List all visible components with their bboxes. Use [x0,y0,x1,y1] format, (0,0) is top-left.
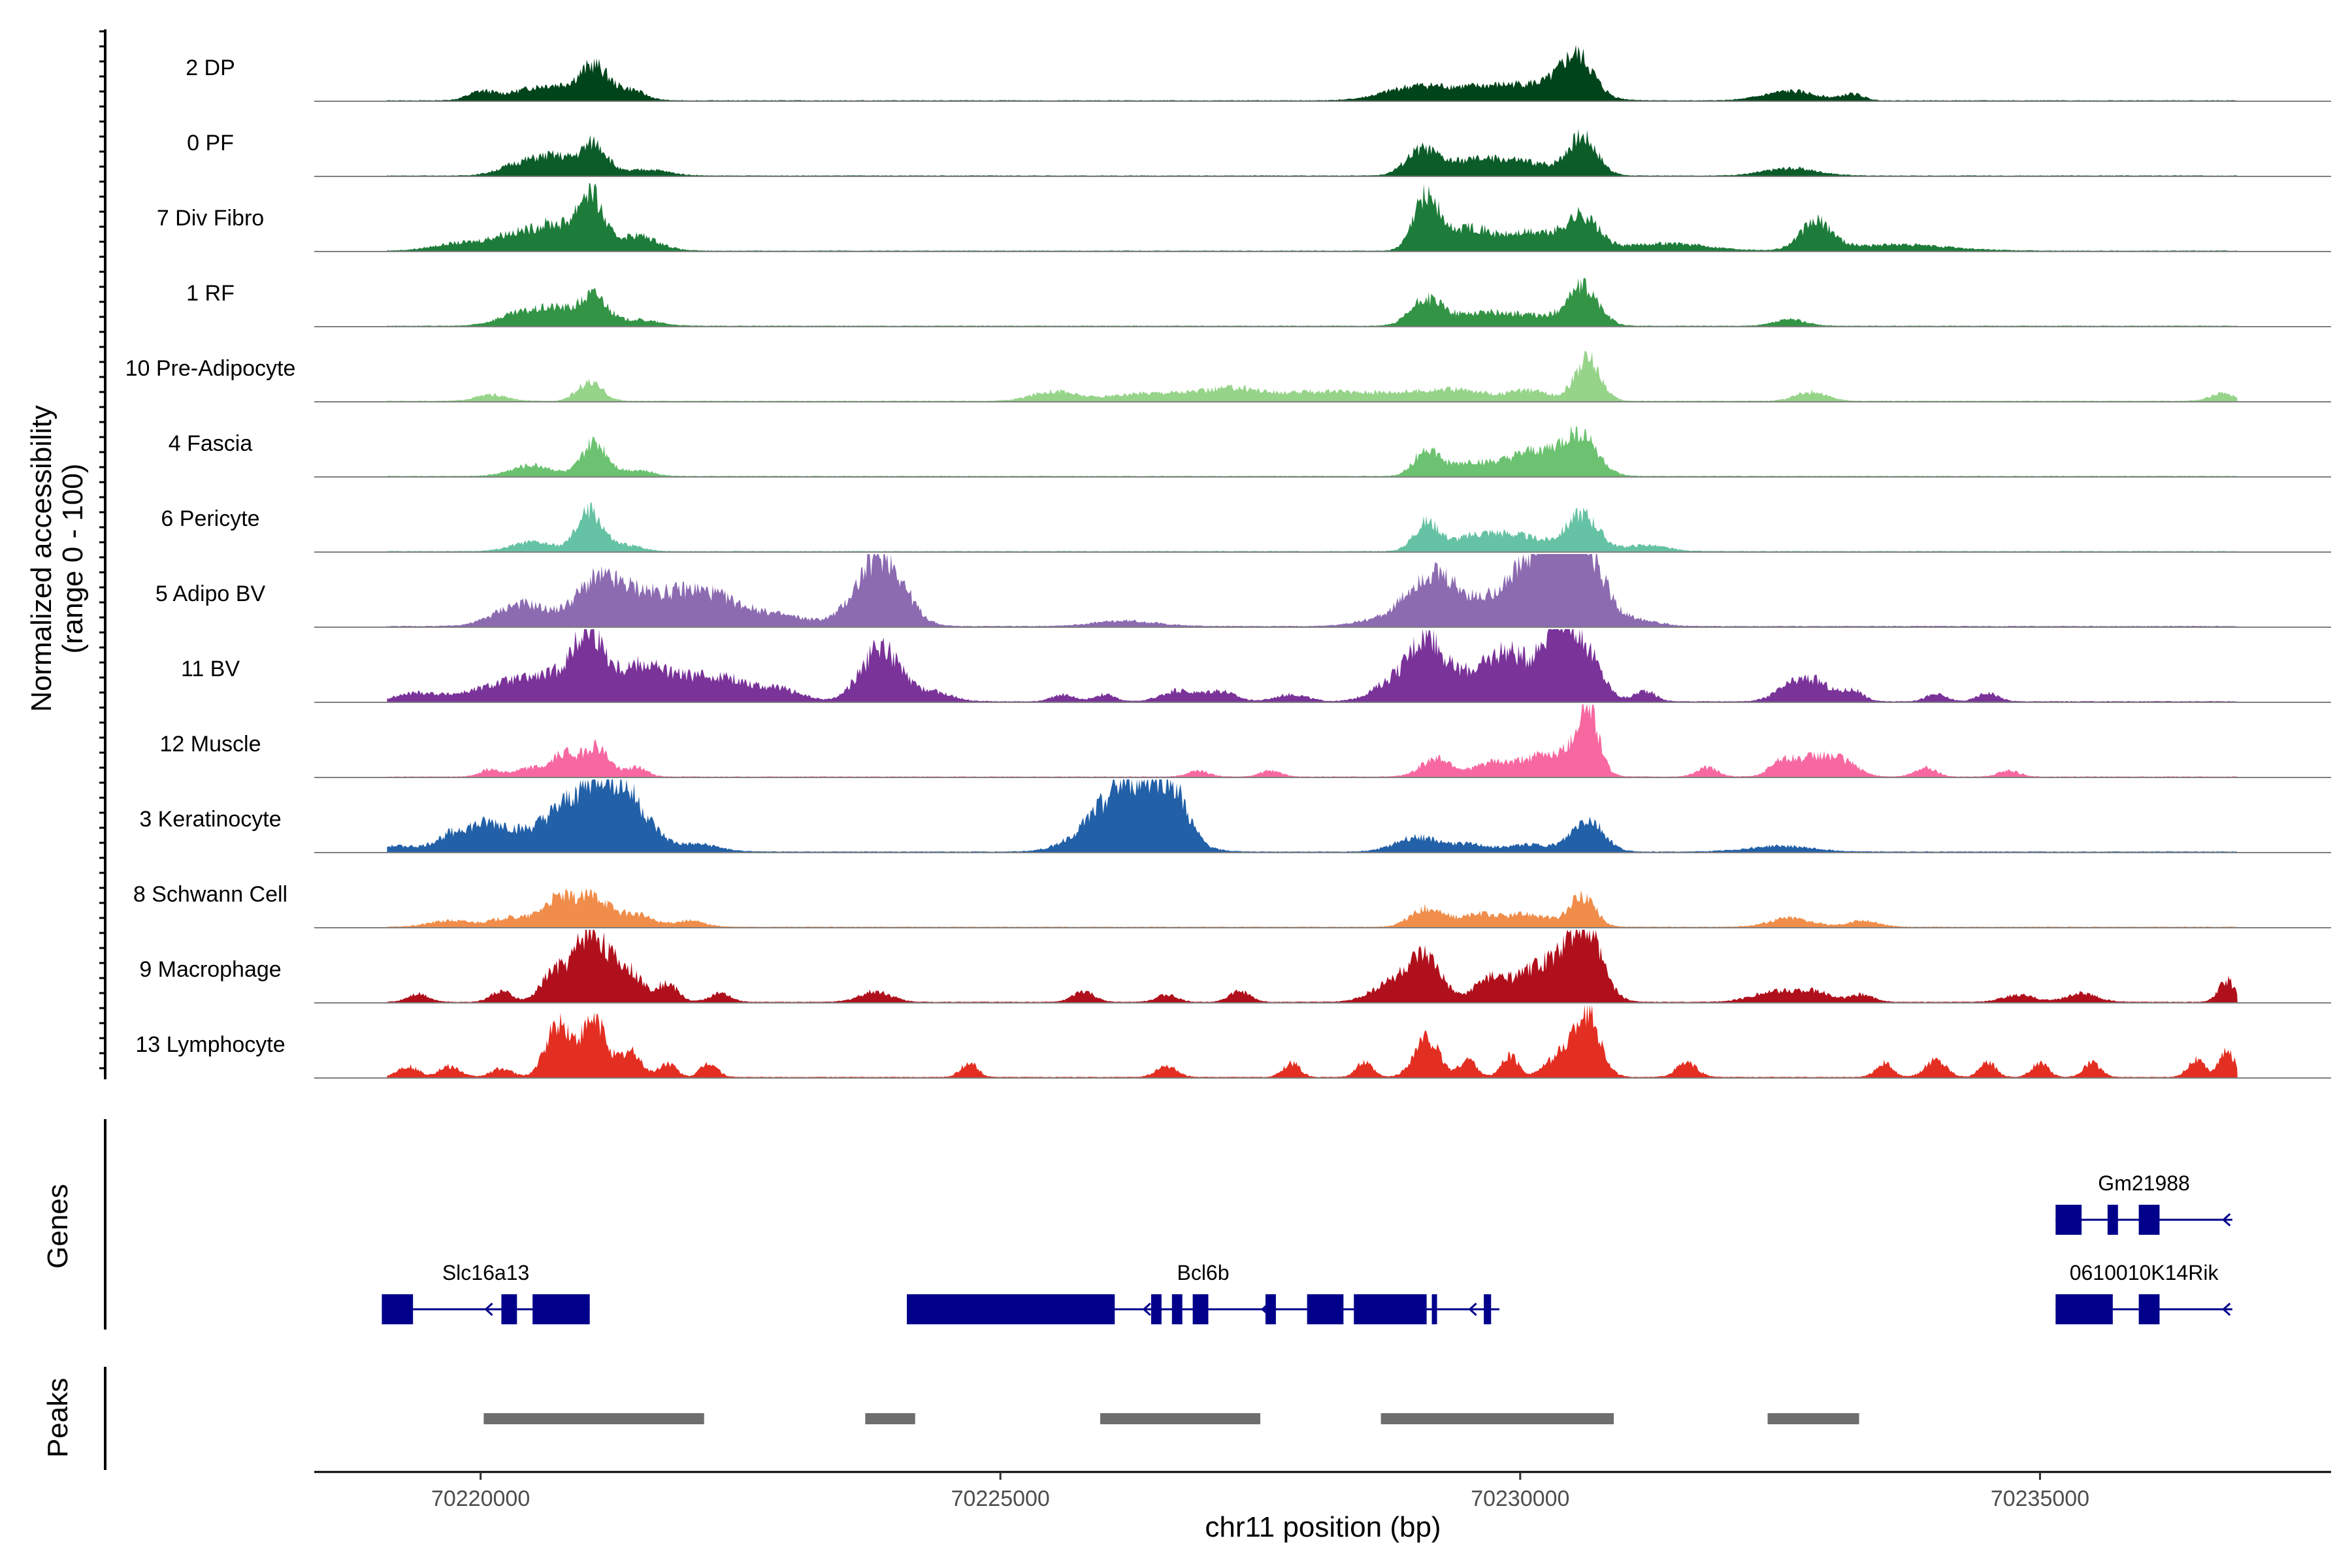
strand-arrow [578,1302,587,1316]
x-tick-label: 70225000 [951,1486,1050,1511]
peak-region [1767,1413,1859,1424]
gene-exon [1484,1294,1492,1324]
peak-region [1100,1413,1261,1424]
track-11-bv: 11 BV [181,629,2331,703]
coverage-area [387,278,2238,327]
track-5-adipo-bv: 5 Adipo BV [155,554,2331,628]
track-label: 6 Pericyte [161,506,259,531]
x-tick-label: 70220000 [431,1486,530,1511]
track-3-keratinocyte: 3 Keratinocyte [139,779,2331,853]
coverage-area [387,502,2238,552]
gene-exon [2055,1294,2113,1324]
gene-exon [1265,1294,1276,1324]
coverage-area [387,425,2238,477]
coverage-area [387,1005,2238,1078]
y-axis-title-line2: (range 0 - 100) [57,463,89,653]
track-8-schwann-cell: 8 Schwann Cell [133,882,2331,928]
gene-label: 0610010K14Rik [2070,1261,2219,1284]
coverage-area [387,779,2238,853]
y-axis-title-line1: Normalized accessibility [25,405,57,711]
gene-slc16a13: Slc16a13 [382,1261,590,1324]
gene-exon [2055,1205,2082,1235]
track-label: 5 Adipo BV [155,581,266,606]
coverage-tracks: 2 DP 0 PF 7 Div Fibro 1 RF 10 Pre-Adipocyte 4… [125,44,2331,1079]
gene-exon [1151,1294,1162,1324]
track-label: 2 DP [186,56,235,80]
track-label: 13 Lymphocyte [135,1032,285,1057]
x-tick-label: 70230000 [1471,1486,1569,1511]
gene-exon [1431,1294,1437,1324]
gene-exon [2138,1205,2160,1235]
track-1-rf: 1 RF [186,278,2331,327]
track-label: 10 Pre-Adipocyte [125,356,296,381]
gene-exon [1354,1294,1427,1324]
coverage-area [387,44,2238,101]
peak-region [483,1413,704,1424]
genes-panel-title: Genes [42,1184,74,1269]
track-label: 3 Keratinocyte [139,807,281,832]
strand-arrow [1468,1302,1477,1316]
gene-exon [382,1294,414,1324]
gene-label: Bcl6b [1177,1261,1229,1284]
gene-exon [2107,1205,2118,1235]
y-axis-title: Normalized accessibility (range 0 - 100) [25,405,89,711]
track-6-pericyte: 6 Pericyte [161,502,2331,553]
coverage-area [387,930,2238,1003]
y-axis-minor-ticks [99,30,105,1070]
track-7-div-fibro: 7 Div Fibro [157,183,2331,252]
track-label: 8 Schwann Cell [133,882,287,907]
gene-exon [1171,1294,1183,1324]
x-axis-title: chr11 position (bp) [1205,1511,1441,1543]
peaks-panel-title: Peaks [42,1378,74,1458]
peak-annotation-panel [483,1413,1859,1424]
gene-bcl6b: Bcl6b [907,1261,1500,1324]
coverage-area [387,889,2238,928]
gene-exon [501,1294,517,1324]
strand-arrow [1260,1302,1270,1316]
gene-label: Gm21988 [2098,1171,2190,1195]
track-label: 7 Div Fibro [157,206,264,231]
x-axis-ticks: 70220000 70225000 70230000 70235000 [431,1472,2089,1511]
track-2-dp: 2 DP [186,44,2331,102]
track-label: 12 Muscle [160,732,261,757]
gene-exon [1192,1294,1209,1324]
strand-arrow [1379,1302,1388,1316]
strand-arrow [1142,1302,1151,1316]
strand-arrow [2142,1213,2151,1227]
track-9-macrophage: 9 Macrophage [139,930,2331,1004]
strand-arrow [2222,1213,2231,1227]
strand-arrow [1024,1302,1033,1316]
gene-exon [2138,1294,2160,1324]
gene-label: Slc16a13 [442,1261,529,1284]
gene-0610010k14rik: 0610010K14Rik [2055,1261,2232,1324]
track-label: 1 RF [186,281,235,306]
coverage-area [387,351,2238,402]
strand-arrow [2142,1302,2151,1316]
coverage-area [387,629,2238,702]
track-label: 0 PF [187,131,234,155]
x-tick-label: 70235000 [1991,1486,2089,1511]
track-13-lymphocyte: 13 Lymphocyte [135,1005,2331,1079]
peak-region [865,1413,915,1424]
track-label: 11 BV [181,657,240,681]
coverage-area [387,554,2238,627]
track-10-pre-adipocyte: 10 Pre-Adipocyte [125,351,2331,402]
track-label: 4 Fascia [169,431,253,456]
coverage-area [387,183,2238,252]
track-12-muscle: 12 Muscle [160,704,2331,778]
coverage-area [387,704,2238,777]
track-4-fascia: 4 Fascia [169,425,2331,478]
strand-arrow [484,1302,493,1316]
track-0-pf: 0 PF [187,129,2331,177]
gene-exon [907,1294,1115,1324]
gene-exon [1307,1294,1344,1324]
gene-exon [532,1294,590,1324]
coverage-area [387,129,2238,176]
gene-gm21988: Gm21988 [2055,1171,2232,1235]
strand-arrow [2222,1302,2231,1316]
gene-annotation-panel: Gm21988 Slc16a13 Bcl6b 0610010K14Rik [382,1171,2232,1324]
peak-region [1380,1413,1614,1424]
track-label: 9 Macrophage [139,957,281,982]
